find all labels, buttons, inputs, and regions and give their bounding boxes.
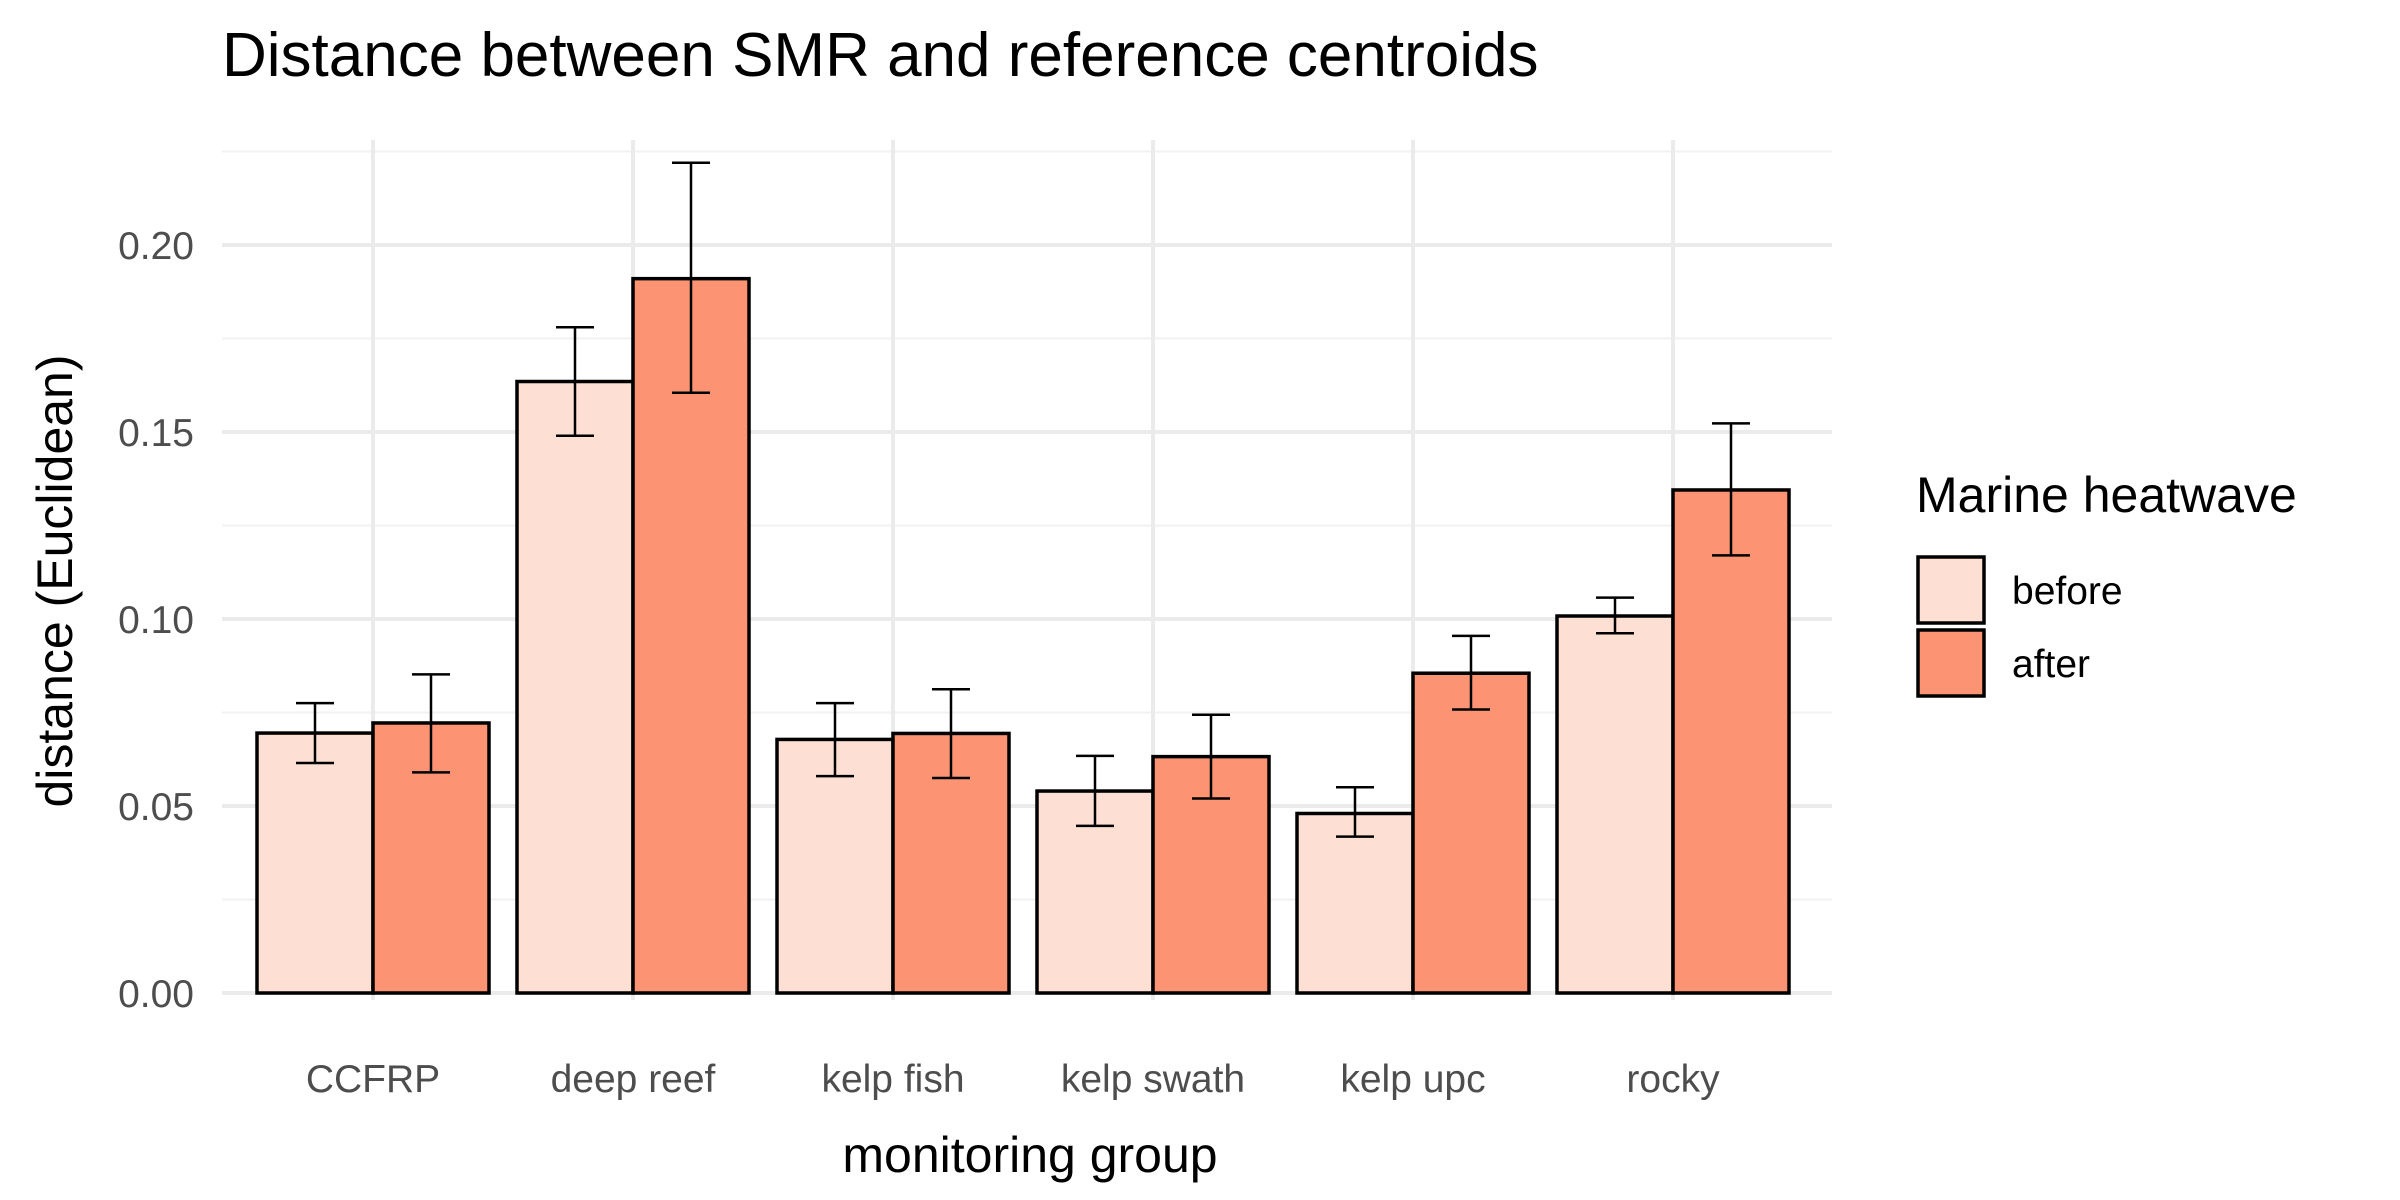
bar-before [1295, 811, 1415, 995]
x-tick-labels: CCFRP deep reef kelp fish kelp swath kelp up… [306, 1058, 1720, 1101]
x-tick-label: kelp fish [821, 1058, 964, 1101]
bar-before [775, 737, 895, 995]
y-tick-label: 0.05 [118, 786, 194, 829]
bar-before [1555, 614, 1675, 995]
x-axis-title: monitoring group [842, 1127, 1217, 1183]
y-tick-label: 0.00 [118, 973, 194, 1016]
y-tick-labels: 0.00 0.05 0.10 0.15 0.20 [118, 225, 194, 1016]
bar-after [631, 276, 751, 995]
x-tick-label: rocky [1626, 1058, 1720, 1101]
bar-after [1411, 671, 1531, 995]
legend-title: Marine heatwave [1916, 467, 2297, 523]
legend: Marine heatwave before after [1916, 467, 2297, 698]
x-tick-label: CCFRP [306, 1058, 440, 1101]
y-axis-title: distance (Euclidean) [27, 354, 83, 807]
legend-label-after: after [2012, 643, 2090, 686]
legend-label-before: before [2012, 570, 2123, 613]
chart-title: Distance between SMR and reference centr… [222, 21, 1538, 90]
bar-before [515, 379, 635, 995]
legend-key-after [1916, 628, 1986, 698]
legend-key-before [1916, 555, 1986, 625]
x-tick-label: kelp swath [1061, 1058, 1245, 1101]
bars [255, 276, 1791, 995]
bar-after [1671, 488, 1791, 995]
y-tick-label: 0.10 [118, 599, 194, 642]
legend-items: before after [1916, 555, 2123, 698]
error-bars [296, 161, 1750, 838]
bar-before [255, 731, 375, 995]
y-tick-label: 0.20 [118, 225, 194, 268]
y-tick-label: 0.15 [118, 412, 194, 455]
x-tick-label: kelp upc [1340, 1058, 1485, 1101]
bar-before [1035, 789, 1155, 995]
x-tick-label: deep reef [551, 1058, 716, 1101]
